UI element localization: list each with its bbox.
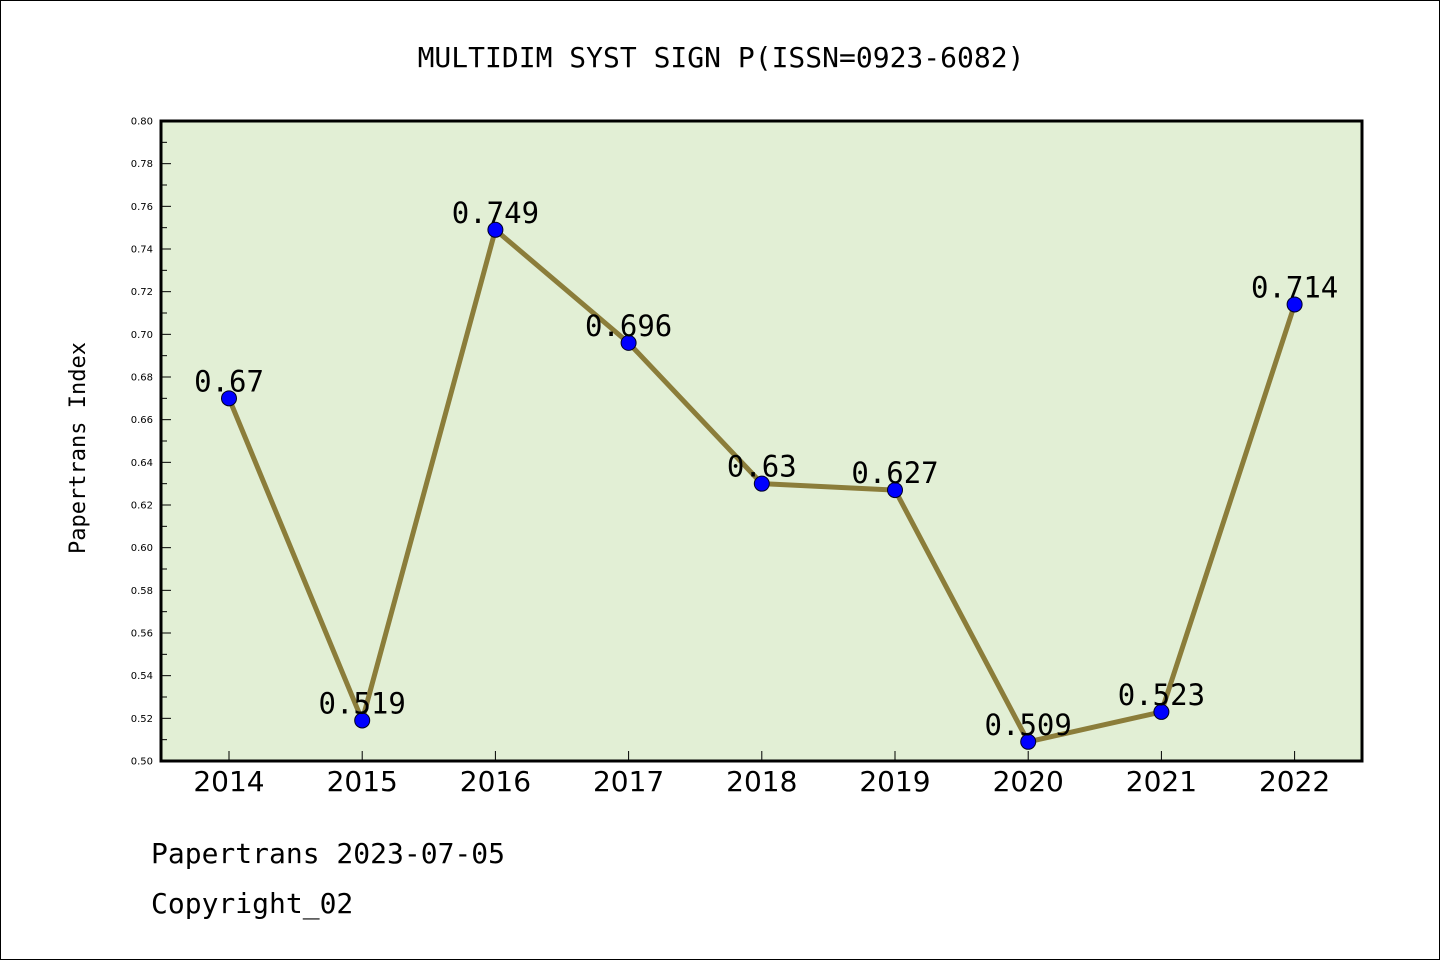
footer-copyright: Copyright_02 <box>151 887 354 920</box>
data-label: 0.696 <box>585 309 672 343</box>
data-point <box>887 482 903 499</box>
x-tick-label: 2022 <box>1259 765 1330 798</box>
data-label: 0.63 <box>727 450 797 484</box>
x-tick-label: 2016 <box>460 765 531 798</box>
data-label: 0.509 <box>985 708 1072 742</box>
data-markers <box>221 221 1303 750</box>
y-axis-label: Papertrans Index <box>66 342 91 554</box>
data-label: 0.523 <box>1118 678 1205 712</box>
data-labels: 0.67 0.519 0.749 0.696 0.63 0.627 0.509 0.523 0.… <box>194 196 1338 742</box>
y-tick-label: 0.52 <box>131 714 153 725</box>
y-tick-label: 0.60 <box>131 543 153 554</box>
y-tick-label: 0.50 <box>131 757 153 768</box>
y-axis: 0.50 0.52 0.54 0.56 0.58 0.60 0.62 0.64 0.66 0.68… <box>131 117 171 768</box>
y-tick-label: 0.62 <box>131 501 153 512</box>
data-label: 0.627 <box>851 456 938 490</box>
chart-title: MULTIDIM SYST SIGN P(ISSN=0923-6082) <box>418 41 1025 74</box>
data-label: 0.749 <box>452 196 539 230</box>
data-point <box>1020 733 1037 750</box>
data-label: 0.67 <box>194 364 264 398</box>
x-tick-label: 2015 <box>327 765 398 798</box>
y-tick-label: 0.64 <box>131 458 153 469</box>
y-tick-label: 0.54 <box>131 671 153 682</box>
x-tick-label: 2021 <box>1126 765 1197 798</box>
data-point <box>620 334 637 351</box>
x-tick-label: 2018 <box>726 765 797 798</box>
data-label: 0.714 <box>1251 270 1338 304</box>
data-point <box>354 712 371 729</box>
data-point <box>1286 296 1303 313</box>
y-tick-label: 0.76 <box>131 202 153 213</box>
y-tick-label: 0.80 <box>131 117 153 128</box>
data-label: 0.519 <box>319 686 406 720</box>
x-tick-label: 2020 <box>993 765 1064 798</box>
data-point <box>753 475 770 492</box>
data-point <box>221 390 237 407</box>
x-tick-label: 2017 <box>593 765 664 798</box>
y-tick-label: 0.74 <box>131 245 153 256</box>
x-tick-label: 2014 <box>193 765 264 798</box>
x-axis: 2014 2015 2016 2017 2018 2019 2020 2021 2022 <box>193 751 1330 798</box>
y-tick-label: 0.68 <box>131 373 153 384</box>
y-tick-label: 0.78 <box>131 159 153 170</box>
x-tick-label: 2019 <box>859 765 930 798</box>
y-tick-label: 0.66 <box>131 415 153 426</box>
y-tick-label: 0.70 <box>131 330 153 341</box>
plot-area <box>159 119 1364 763</box>
y-tick-label: 0.72 <box>131 287 153 298</box>
data-point <box>487 221 504 238</box>
y-tick-label: 0.56 <box>131 629 153 640</box>
footer-date: Papertrans 2023-07-05 <box>151 837 506 870</box>
y-tick-label: 0.58 <box>131 586 153 597</box>
data-point <box>1153 703 1170 720</box>
